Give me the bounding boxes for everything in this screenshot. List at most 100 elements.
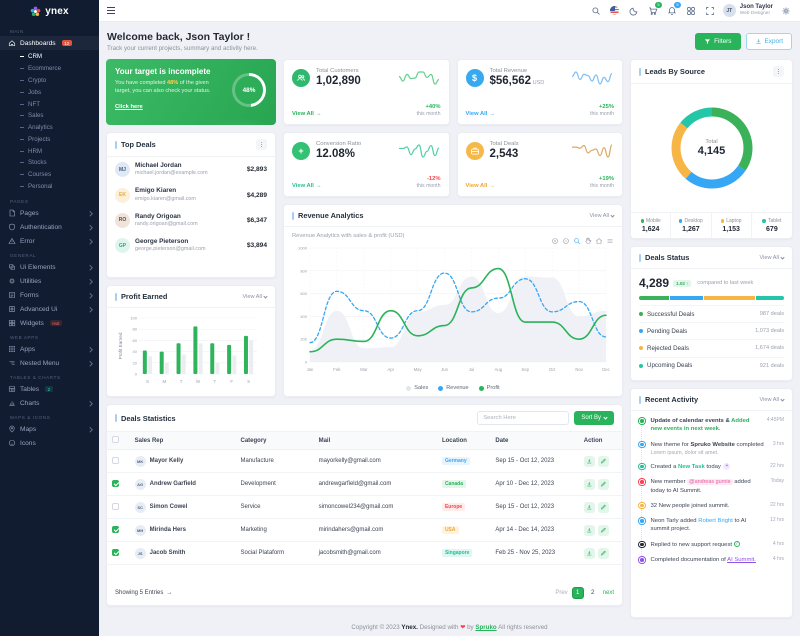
pagination-prev[interactable]: Prev — [555, 590, 568, 596]
sidebar-subitem-hrm[interactable]: HRM — [0, 145, 99, 157]
target-click-here-link[interactable]: Click here — [115, 104, 143, 111]
row-checkbox[interactable] — [112, 456, 119, 464]
stat-view-all-link[interactable]: View All → — [292, 111, 322, 117]
zoom-in-icon[interactable] — [551, 232, 559, 244]
dark-mode-icon[interactable] — [628, 5, 640, 17]
pagination-next[interactable]: next — [602, 590, 614, 596]
row-checkbox[interactable] — [112, 548, 119, 556]
sidebar-subitem-projects[interactable]: Projects — [0, 133, 99, 145]
spruko-link[interactable]: Spruko — [475, 624, 497, 631]
chart-menu-icon[interactable] — [606, 232, 614, 244]
lead-value: 1,153 — [722, 226, 740, 233]
cart-icon[interactable]: 5 — [647, 1, 662, 17]
settings-gear-icon[interactable] — [780, 5, 792, 17]
export-button[interactable]: Export — [745, 33, 792, 50]
recent-activity-view-all[interactable]: View All — [760, 397, 785, 403]
row-checkbox[interactable] — [112, 525, 119, 533]
notifications-icon[interactable]: 5 — [666, 1, 681, 17]
sidebar-item-widgets[interactable]: Widgets Hot — [0, 316, 99, 330]
sidebar-item-icons[interactable]: Icons — [0, 436, 99, 450]
sidebar-item-dashboards[interactable]: Dashboards 12 — [0, 36, 99, 50]
edit-action-icon[interactable] — [597, 501, 609, 513]
sort-by-button[interactable]: Sort By — [574, 411, 614, 425]
sidebar-item-error[interactable]: Error — [0, 234, 99, 248]
download-action-icon[interactable] — [583, 478, 595, 490]
column-header[interactable]: Action — [578, 432, 622, 450]
select-all-checkbox[interactable] — [112, 436, 119, 443]
sidebar-subitem-jobs[interactable]: Jobs — [0, 86, 99, 98]
column-header[interactable]: Location — [436, 432, 491, 450]
column-header[interactable]: Category — [235, 432, 314, 450]
row-checkbox[interactable] — [112, 479, 119, 487]
fullscreen-icon[interactable] — [704, 5, 716, 17]
plus-chip-icon[interactable]: + — [723, 462, 731, 470]
sidebar-subitem-nft[interactable]: NFT — [0, 98, 99, 110]
edit-action-icon[interactable] — [597, 455, 609, 467]
sidebar-item-authentication[interactable]: Authentication — [0, 220, 99, 234]
sidebar-item-forms[interactable]: Forms — [0, 288, 99, 302]
search-icon[interactable] — [590, 5, 602, 17]
stat-view-all-link[interactable]: View All → — [292, 183, 322, 189]
brand-logo[interactable]: ynex — [0, 0, 99, 22]
download-action-icon[interactable] — [583, 524, 595, 536]
edit-action-icon[interactable] — [597, 547, 609, 559]
profit-view-all[interactable]: View All — [243, 294, 268, 300]
apps-grid-icon[interactable] — [685, 5, 697, 17]
edit-action-icon[interactable] — [597, 524, 609, 536]
stat-value: $56,562 USD — [489, 75, 545, 87]
revenue-view-all[interactable]: View All — [590, 213, 615, 219]
sidebar-subitem-crypto[interactable]: Crypto — [0, 75, 99, 87]
sidebar-item-nested-menu[interactable]: Nested Menu — [0, 356, 99, 370]
pagination-page-1[interactable]: 1 — [571, 587, 584, 599]
sidebar-subitem-crm[interactable]: CRM — [0, 51, 99, 63]
sidebar-item-utilities[interactable]: Utilities — [0, 274, 99, 288]
table-row[interactable]: SC Simon Cowel Service simoncowel234@gmail.… — [107, 495, 622, 519]
table-row[interactable]: MH Mirinda Hers Marketing mirindahers@gmail… — [107, 518, 622, 542]
svg-text:S: S — [146, 379, 149, 384]
filters-button[interactable]: Filters — [695, 33, 741, 50]
sidebar-item-ui-elements[interactable]: Ui Elements — [0, 260, 99, 274]
sidebar-subitem-stocks[interactable]: Stocks — [0, 157, 99, 169]
row-checkbox[interactable] — [112, 502, 119, 510]
column-header[interactable]: Date — [490, 432, 579, 450]
sidebar-item-pages[interactable]: Pages — [0, 206, 99, 220]
menu-toggle-icon[interactable] — [107, 7, 115, 14]
stat-view-all-link[interactable]: View All → — [465, 111, 496, 117]
sidebar-item-apps[interactable]: Apps — [0, 342, 99, 356]
date-cell: Apr 14 - Dec 14, 2023 — [490, 518, 579, 542]
column-header[interactable]: Sales Rep — [129, 432, 236, 450]
sidebar-item-advanced-ui[interactable]: Advanced Ui — [0, 302, 99, 316]
table-row[interactable]: MK Mayor Kelly Manufacture mayorkelly@gmail… — [107, 449, 622, 473]
download-action-icon[interactable] — [583, 455, 595, 467]
deals-status-view-all[interactable]: View All — [760, 255, 785, 261]
top-deals-options-icon[interactable] — [256, 139, 267, 150]
pan-icon[interactable] — [584, 232, 592, 244]
stat-view-all-link[interactable]: View All → — [465, 183, 496, 189]
sidebar-subitem-sales[interactable]: Sales — [0, 110, 99, 122]
user-menu[interactable]: JT Json Taylor Web Designer — [722, 4, 773, 17]
table-search-input[interactable] — [477, 411, 570, 425]
top-deal-row[interactable]: MJ Michael Jordan michael.jordan@example.c… — [107, 157, 275, 182]
zoom-out-icon[interactable] — [562, 232, 570, 244]
sidebar-subitem-personal[interactable]: Personal — [0, 181, 99, 193]
sidebar-item-charts[interactable]: Charts — [0, 396, 99, 410]
table-row[interactable]: JS Jacob Smith Social Plataform jacobsmith@… — [107, 541, 622, 565]
leads-options-icon[interactable] — [773, 66, 784, 77]
sidebar-item-tables[interactable]: Tables 2 — [0, 382, 99, 396]
zoom-selection-icon[interactable] — [573, 232, 581, 244]
sidebar-subitem-courses[interactable]: Courses — [0, 169, 99, 181]
sidebar-subitem-ecommerce[interactable]: Ecommerce — [0, 63, 99, 75]
sidebar-subitem-analytics[interactable]: Analytics — [0, 122, 99, 134]
edit-action-icon[interactable] — [597, 478, 609, 490]
home-reset-icon[interactable] — [595, 232, 603, 244]
download-action-icon[interactable] — [583, 501, 595, 513]
download-action-icon[interactable] — [583, 547, 595, 559]
table-row[interactable]: AG Andrew Garfield Development andrewgarfie… — [107, 472, 622, 496]
top-deal-row[interactable]: EK Emigo Kiaren emigo.kiaren@gmail.com $4,2… — [107, 182, 275, 207]
top-deal-row[interactable]: GP George Pieterson george.pieterson@gmail… — [107, 233, 275, 258]
language-flag-icon[interactable] — [609, 5, 621, 17]
pagination-page-2[interactable]: 2 — [590, 590, 595, 596]
column-header[interactable]: Mail — [313, 432, 437, 450]
sidebar-item-maps[interactable]: Maps — [0, 422, 99, 436]
top-deal-row[interactable]: RO Randy Origoan randy.origoan@gmail.com $6… — [107, 208, 275, 233]
